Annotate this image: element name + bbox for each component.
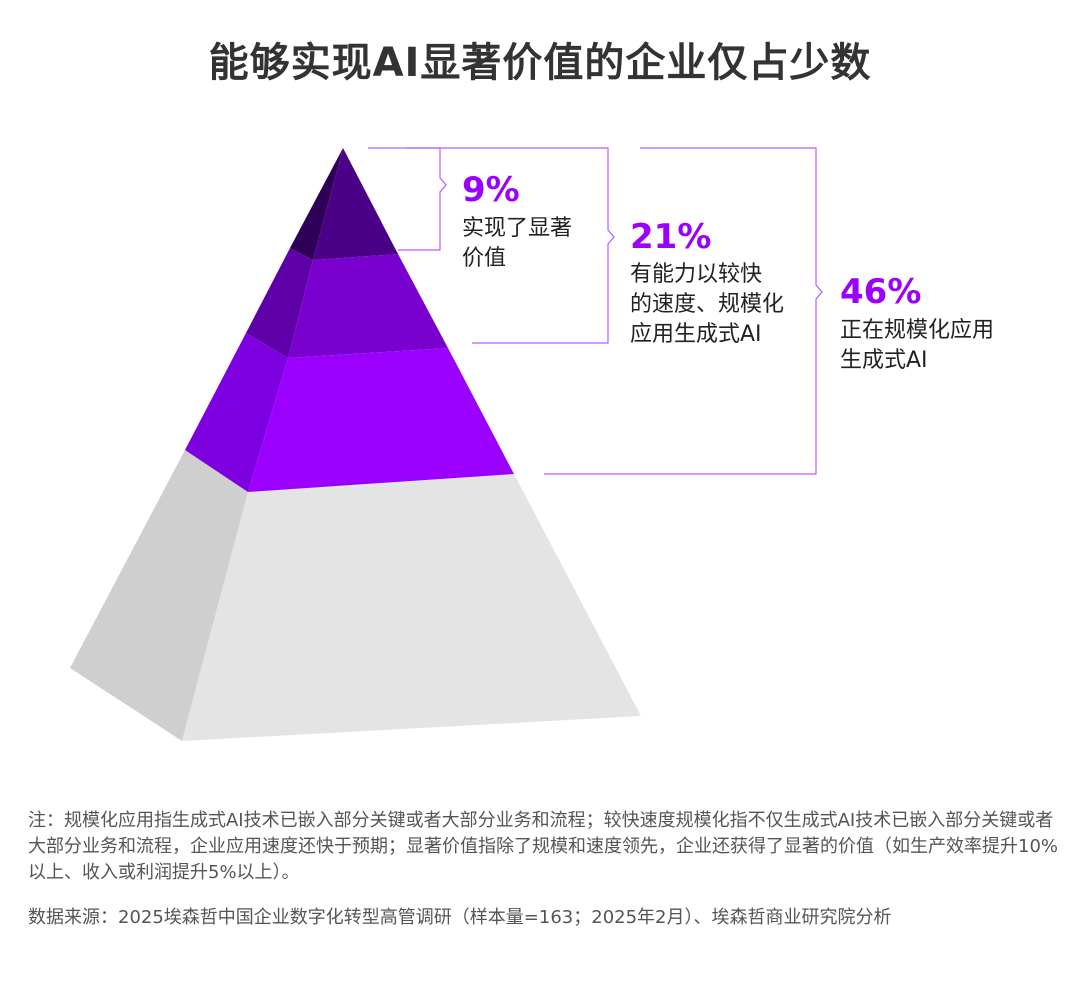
label-level-1: 9% 实现了显著 价值 (462, 170, 572, 274)
level-2-description-line-3: 应用生成式AI (630, 322, 762, 347)
pyramid-tier1-side (290, 148, 343, 260)
level-2-percent: 21% (630, 217, 712, 257)
level-2-description-line-2: 的速度、规模化 (630, 292, 785, 317)
pyramid-base-front (182, 474, 641, 741)
bracket-21 (406, 147, 615, 344)
level-3-description-line-1: 正在规模化应用 (840, 318, 995, 343)
level-1-description-line-1: 实现了显著 (462, 216, 573, 241)
level-1-description-line-2: 价值 (462, 246, 507, 271)
pyramid-tier2-side (246, 248, 313, 358)
pyramid-base-side (70, 450, 248, 741)
footnote: 注：规模化应用指生成式AI技术已嵌入部分关键或者大部分业务和流程；较快速度规模化… (28, 810, 1059, 883)
level-2-description-line-1: 有能力以较快 (630, 262, 763, 287)
page-title: 能够实现AI显著价值的企业仅占少数 (208, 40, 872, 86)
pyramid-tier1-front (313, 148, 398, 260)
level-1-percent: 9% (462, 170, 520, 210)
pyramid-diagram (70, 147, 823, 741)
pyramid-tier3-side (185, 333, 288, 492)
pyramid-tier3-front (248, 348, 514, 492)
label-level-3: 46% 正在规模化应用 生成式AI (840, 272, 994, 376)
pyramid-tier2-front (288, 254, 448, 358)
bracket-46 (544, 147, 823, 475)
label-level-2: 21% 有能力以较快 的速度、规模化 应用生成式AI (630, 217, 784, 350)
level-3-description-line-2: 生成式AI (840, 348, 928, 373)
level-3-percent: 46% (840, 272, 922, 312)
data-source: 数据来源：2025埃森哲中国企业数字化转型高管调研（样本量=163；2025年2… (28, 907, 892, 928)
